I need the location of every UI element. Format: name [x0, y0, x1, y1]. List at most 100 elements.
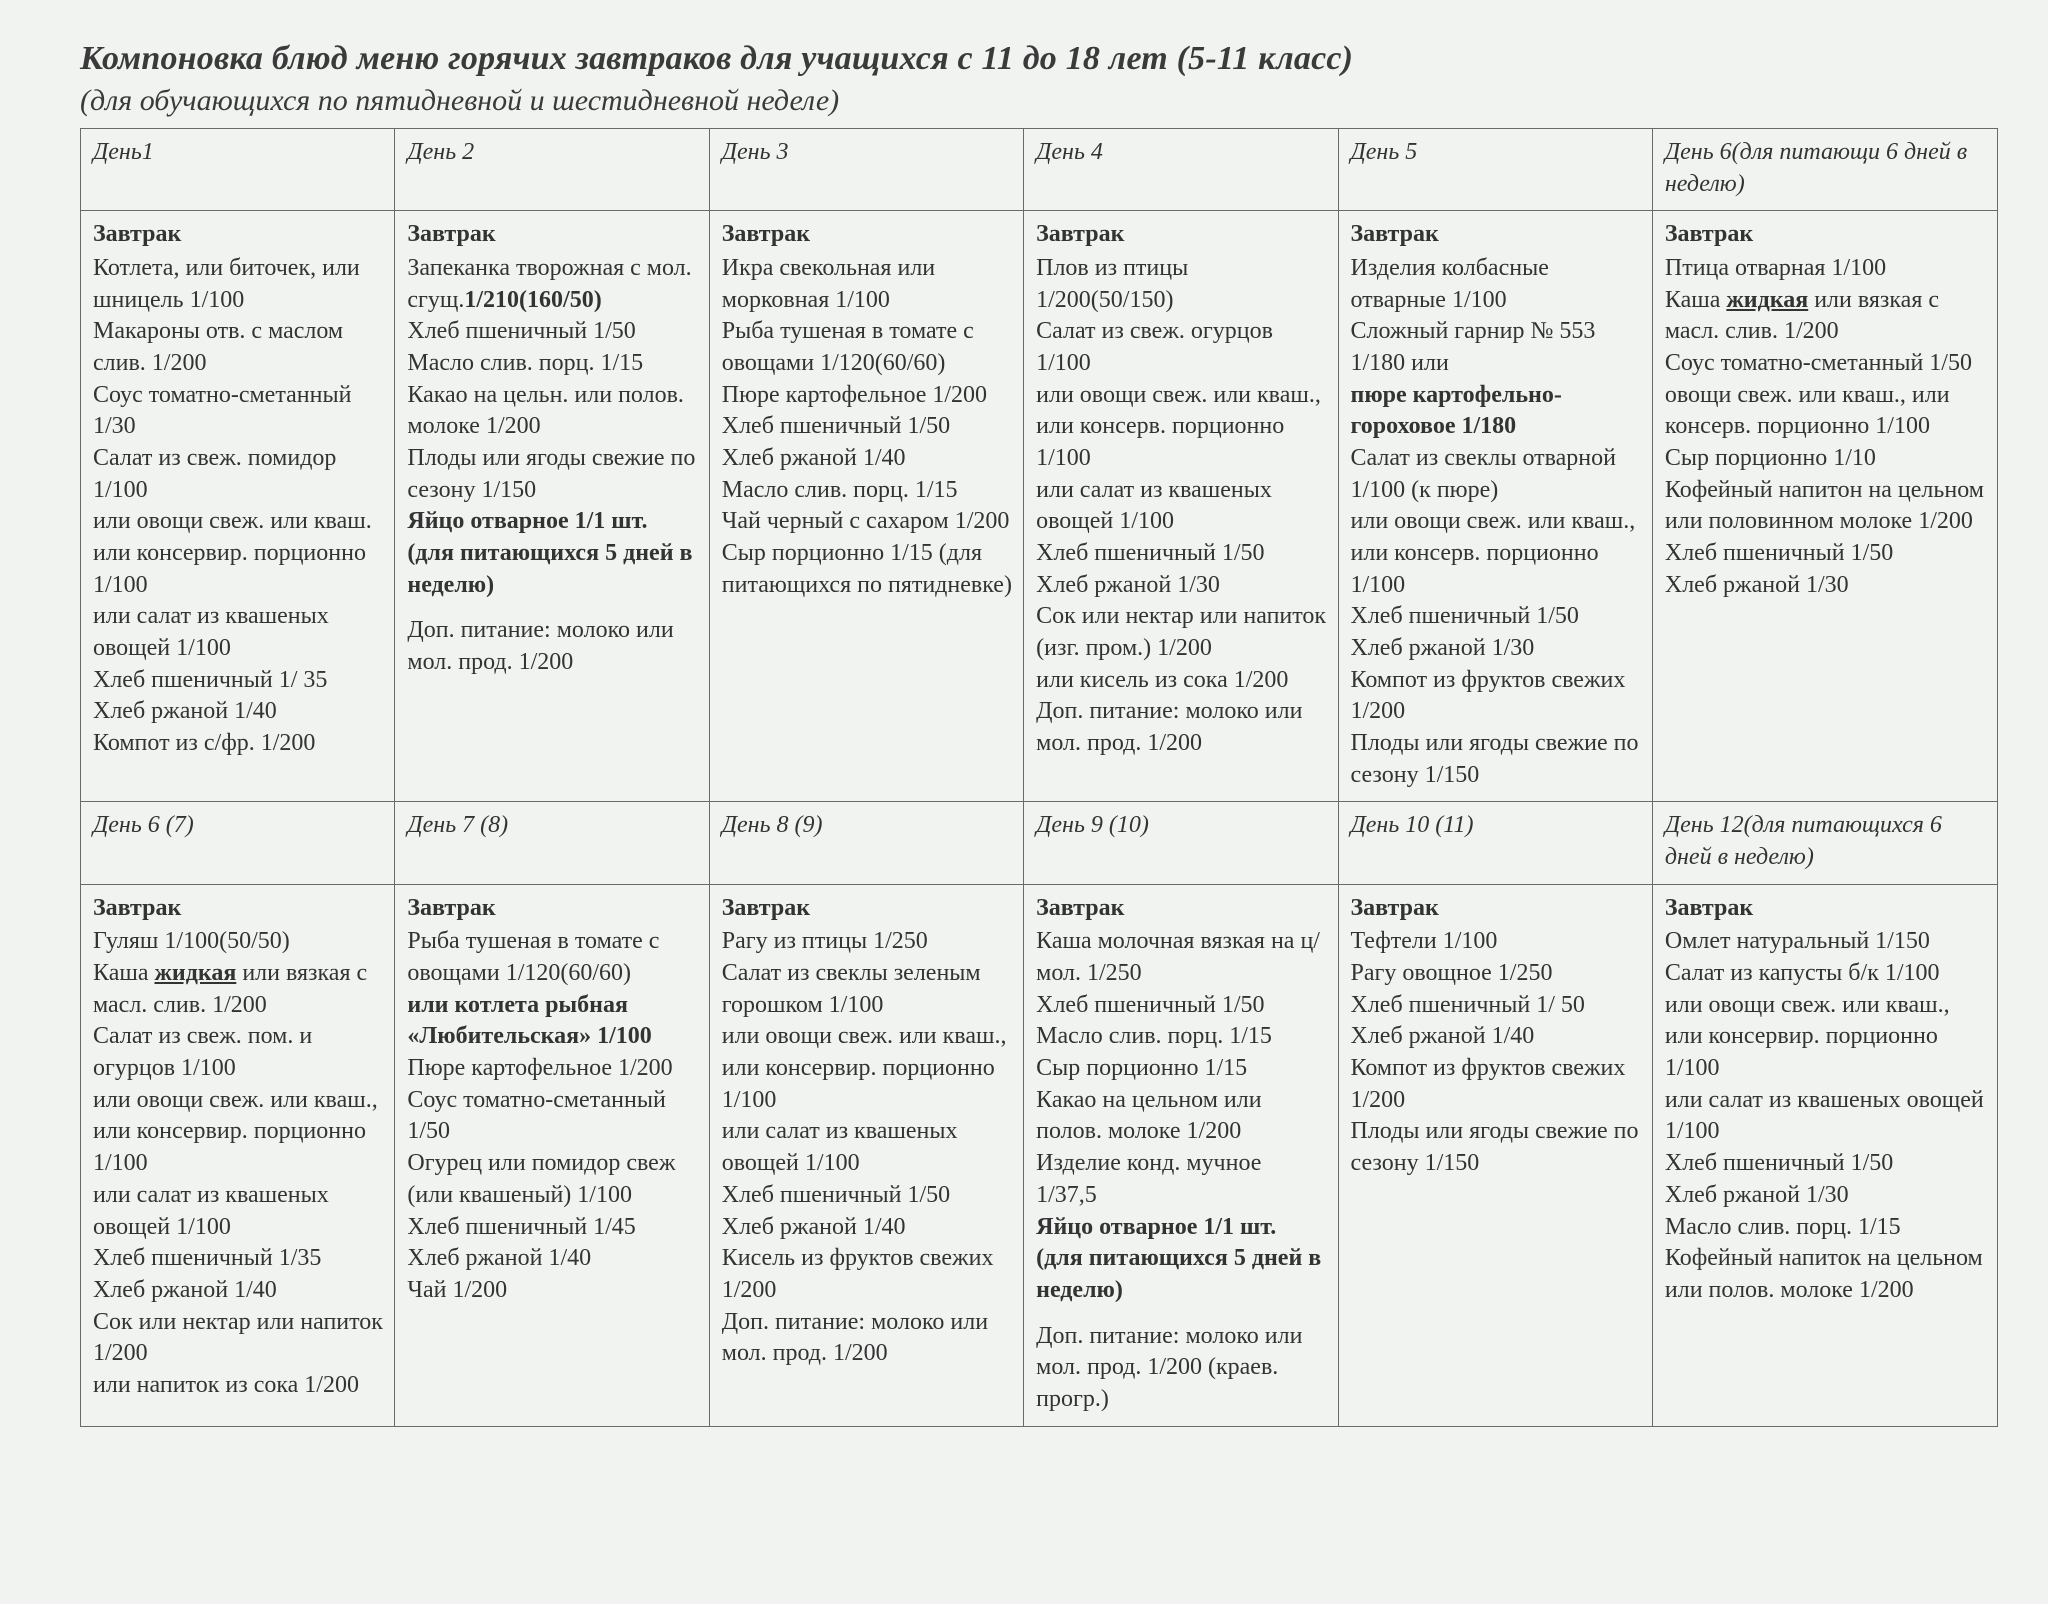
dish-line: Рыба тушеная в томате с овощами 1/120(60…: [407, 926, 698, 989]
day7-cell: Завтрак Гуляш 1/100(50/50) Каша жидкая и…: [81, 884, 395, 1426]
week1-content-row: Завтрак Котлета, или биточек, или шницел…: [81, 211, 1998, 802]
dish-line: Сок или нектар или напиток 1/200: [93, 1307, 384, 1370]
dish-line: или овощи свеж. или кваш. или консервир.…: [93, 506, 384, 601]
dish-line-bold: Яйцо отварное 1/1 шт. (для питающихся 5 …: [1036, 1212, 1327, 1307]
dish-line: Масло слив. порц. 1/15: [722, 475, 1013, 507]
spacer: [407, 601, 698, 615]
dish-line: Пюре картофельное 1/200: [722, 380, 1013, 412]
dish-line: Рыба тушеная в томате с овощами 1/120(60…: [722, 316, 1013, 379]
meal-title: Завтрак: [1665, 219, 1987, 251]
dish-line: Хлеб пшеничный 1/50: [722, 411, 1013, 443]
dish-line: Огурец или помидор свеж (или квашеный) 1…: [407, 1148, 698, 1211]
dish-line: Хлеб пшеничный 1/50: [1351, 601, 1642, 633]
dish-line: Каша жидкая или вязкая с масл. слив. 1/2…: [93, 958, 384, 1021]
dish-line: или овощи свеж. или кваш., или консерв. …: [1036, 380, 1327, 475]
dish-line: Хлеб пшеничный 1/45: [407, 1212, 698, 1244]
dish-line: Чай 1/200: [407, 1275, 698, 1307]
dish-line: Соус томатно-сметанный 1/50: [407, 1085, 698, 1148]
dish-line: Изделия колбасные отварные 1/100: [1351, 253, 1642, 316]
meal-title: Завтрак: [1351, 893, 1642, 925]
dish-line: Компот из фруктов свежих 1/200: [1351, 665, 1642, 728]
dish-line: Соус томатно-сметанный 1/30: [93, 380, 384, 443]
dish-line: Кофейный напитон на цельном или половинн…: [1665, 475, 1987, 538]
day-header: День 4: [1024, 129, 1338, 211]
dish-line: Хлеб ржаной 1/30: [1351, 633, 1642, 665]
meal-title: Завтрак: [407, 893, 698, 925]
dish-line: Макароны отв. с маслом слив. 1/200: [93, 316, 384, 379]
dish-line: Компот из с/фр. 1/200: [93, 728, 384, 760]
meal-title: Завтрак: [1351, 219, 1642, 251]
dish-line: Каша жидкая или вязкая с масл. слив. 1/2…: [1665, 285, 1987, 348]
day-header: День 8 (9): [709, 802, 1023, 884]
dish-line-bold: пюре картофельно-гороховое 1/180: [1351, 380, 1642, 443]
dish-line: Хлеб ржаной 1/30: [1036, 570, 1327, 602]
dish-line: Рагу овощное 1/250: [1351, 958, 1642, 990]
dish-line: или салат из квашеных овощей 1/100: [1665, 1085, 1987, 1148]
spacer: [1036, 1307, 1327, 1321]
dish-line: Плов из птицы 1/200(50/150): [1036, 253, 1327, 316]
week2-content-row: Завтрак Гуляш 1/100(50/50) Каша жидкая и…: [81, 884, 1998, 1426]
meal-title: Завтрак: [1665, 893, 1987, 925]
dish-line: Доп. питание: молоко или мол. прод. 1/20…: [1036, 1321, 1327, 1416]
dish-line: Масло слив. порц. 1/15: [1036, 1021, 1327, 1053]
dish-line: Плоды или ягоды свежие по сезону 1/150: [1351, 1116, 1642, 1179]
dish-line: Кофейный напиток на цельном или полов. м…: [1665, 1243, 1987, 1306]
meal-title: Завтрак: [1036, 893, 1327, 925]
dish-line: Компот из фруктов свежих 1/200: [1351, 1053, 1642, 1116]
week2-header-row: День 6 (7) День 7 (8) День 8 (9) День 9 …: [81, 802, 1998, 884]
day-header: День 5: [1338, 129, 1652, 211]
dish-line: Хлеб ржаной 1/40: [1351, 1021, 1642, 1053]
dish-line: Сыр порционно 1/15 (для питающихся по пя…: [722, 538, 1013, 601]
dish-line: Доп. питание: молоко или мол. прод. 1/20…: [407, 615, 698, 678]
dish-line: Доп. питание: молоко или мол. прод. 1/20…: [1036, 696, 1327, 759]
dish-line: Хлеб пшеничный 1/50: [1665, 538, 1987, 570]
meal-title: Завтрак: [93, 893, 384, 925]
dish-line: Хлеб пшеничный 1/50: [722, 1180, 1013, 1212]
day-header: День 12(для питающихся 6 дней в неделю): [1652, 802, 1997, 884]
day1-cell: Завтрак Котлета, или биточек, или шницел…: [81, 211, 395, 802]
day5-cell: Завтрак Изделия колбасные отварные 1/100…: [1338, 211, 1652, 802]
day4-cell: Завтрак Плов из птицы 1/200(50/150) Сала…: [1024, 211, 1338, 802]
dish-line: Гуляш 1/100(50/50): [93, 926, 384, 958]
dish-line: Тефтели 1/100: [1351, 926, 1642, 958]
dish-line: Какао на цельном или полов. молоке 1/200: [1036, 1085, 1327, 1148]
dish-line: Соус томатно-сметанный 1/50: [1665, 348, 1987, 380]
day-header: День 10 (11): [1338, 802, 1652, 884]
dish-line: Хлеб ржаной 1/30: [1665, 1180, 1987, 1212]
document-page: Компоновка блюд меню горячих завтраков д…: [0, 0, 2048, 1467]
dish-line: Хлеб пшеничный 1/50: [1036, 538, 1327, 570]
day6-cell: Завтрак Птица отварная 1/100 Каша жидкая…: [1652, 211, 1997, 802]
meal-title: Завтрак: [407, 219, 698, 251]
dish-line: Хлеб пшеничный 1/50: [1036, 990, 1327, 1022]
dish-line: Сыр порционно 1/15: [1036, 1053, 1327, 1085]
dish-line: Хлеб пшеничный 1/35: [93, 1243, 384, 1275]
meal-title: Завтрак: [93, 219, 384, 251]
meal-title: Завтрак: [1036, 219, 1327, 251]
dish-line: Изделие конд. мучное 1/37,5: [1036, 1148, 1327, 1211]
dish-line: или салат из квашеных овощей 1/100: [93, 1180, 384, 1243]
dish-line: Хлеб ржаной 1/40: [722, 443, 1013, 475]
dish-line: Хлеб пшеничный 1/ 50: [1351, 990, 1642, 1022]
dish-line: Сок или нектар или напиток (изг. пром.) …: [1036, 601, 1327, 664]
dish-line: Кисель из фруктов свежих 1/200: [722, 1243, 1013, 1306]
meal-title: Завтрак: [722, 893, 1013, 925]
dish-line: Рагу из птицы 1/250: [722, 926, 1013, 958]
day-header: День 2: [395, 129, 709, 211]
dish-line: Котлета, или биточек, или шницель 1/100: [93, 253, 384, 316]
week1-header-row: День1 День 2 День 3 День 4 День 5 День 6…: [81, 129, 1998, 211]
dish-line: Хлеб пшеничный 1/50: [407, 316, 698, 348]
dish-line: Запеканка творожная с мол. сгущ.1/210(16…: [407, 253, 698, 316]
dish-line-bold: Яйцо отварное 1/1 шт. (для питающихся 5 …: [407, 506, 698, 601]
dish-line: Масло слив. порц. 1/15: [1665, 1212, 1987, 1244]
dish-line: или напиток из сока 1/200: [93, 1370, 384, 1402]
meal-title: Завтрак: [722, 219, 1013, 251]
day11-cell: Завтрак Тефтели 1/100 Рагу овощное 1/250…: [1338, 884, 1652, 1426]
dish-line: или салат из квашеных овощей 1/100: [1036, 475, 1327, 538]
dish-line: или овощи свеж. или кваш., или консервир…: [1665, 990, 1987, 1085]
day9-cell: Завтрак Рагу из птицы 1/250 Салат из све…: [709, 884, 1023, 1426]
dish-line: Сыр порционно 1/10: [1665, 443, 1987, 475]
dish-line: Пюре картофельное 1/200: [407, 1053, 698, 1085]
dish-line: Масло слив. порц. 1/15: [407, 348, 698, 380]
dish-line: Плоды или ягоды свежие по сезону 1/150: [1351, 728, 1642, 791]
dish-line: или овощи свеж. или кваш., или консервир…: [93, 1085, 384, 1180]
